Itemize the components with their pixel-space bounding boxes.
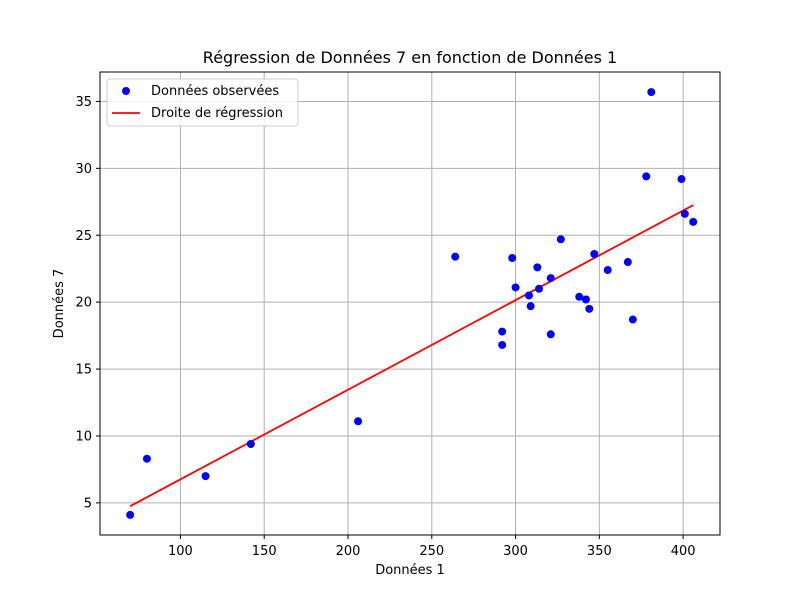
data-point bbox=[354, 417, 363, 426]
y-axis-label: Données 7 bbox=[52, 269, 67, 339]
data-point bbox=[126, 510, 135, 519]
legend: Données observées Droite de régression bbox=[106, 78, 299, 127]
regression-line bbox=[129, 204, 694, 508]
data-point bbox=[623, 258, 632, 267]
plot-area bbox=[99, 71, 721, 536]
data-point bbox=[628, 315, 637, 324]
grid bbox=[100, 72, 720, 535]
legend-label-observed: Données observées bbox=[151, 84, 279, 99]
x-tick-label: 350 bbox=[587, 544, 612, 559]
y-tick-label: 30 bbox=[75, 162, 92, 177]
data-point bbox=[498, 327, 507, 336]
data-point bbox=[590, 249, 599, 258]
data-point bbox=[511, 283, 520, 292]
data-point bbox=[246, 440, 255, 449]
y-tick-label: 10 bbox=[75, 429, 92, 444]
y-tick-label: 5 bbox=[84, 496, 92, 511]
data-point bbox=[647, 88, 656, 97]
data-point bbox=[498, 340, 507, 349]
data-point bbox=[546, 274, 555, 283]
data-point bbox=[533, 263, 542, 272]
y-axis-ticks: 5 10 15 20 25 30 35 bbox=[75, 95, 100, 511]
data-point bbox=[546, 330, 555, 339]
x-axis-ticks: 100 150 200 250 300 350 400 bbox=[168, 535, 696, 559]
data-point bbox=[680, 209, 689, 218]
data-point bbox=[603, 266, 612, 275]
data-point bbox=[535, 284, 544, 293]
x-tick-label: 150 bbox=[252, 544, 277, 559]
x-tick-label: 300 bbox=[503, 544, 528, 559]
data-point bbox=[524, 291, 533, 300]
y-tick-label: 35 bbox=[75, 95, 92, 110]
data-point bbox=[575, 292, 584, 301]
data-point bbox=[201, 472, 210, 481]
y-tick-label: 20 bbox=[75, 296, 92, 311]
x-tick-label: 400 bbox=[671, 544, 696, 559]
chart-title: Régression de Données 7 en fonction de D… bbox=[203, 48, 617, 67]
x-tick-label: 200 bbox=[336, 544, 361, 559]
data-point bbox=[526, 302, 535, 311]
data-point bbox=[142, 454, 151, 463]
y-tick-label: 25 bbox=[75, 229, 92, 244]
data-point bbox=[585, 304, 594, 313]
y-tick-label: 15 bbox=[75, 363, 92, 378]
data-point bbox=[508, 254, 517, 263]
x-tick-label: 100 bbox=[168, 544, 193, 559]
series bbox=[126, 88, 698, 519]
data-point bbox=[642, 172, 651, 181]
x-tick-label: 250 bbox=[419, 544, 444, 559]
data-point bbox=[556, 235, 565, 244]
legend-box bbox=[106, 78, 299, 127]
legend-label-regression: Droite de régression bbox=[151, 106, 283, 121]
data-point bbox=[581, 295, 590, 304]
data-point bbox=[451, 252, 460, 261]
legend-marker-observed bbox=[122, 87, 130, 95]
data-point bbox=[677, 175, 686, 184]
x-axis-label: Données 1 bbox=[375, 563, 445, 578]
data-point bbox=[689, 217, 698, 226]
